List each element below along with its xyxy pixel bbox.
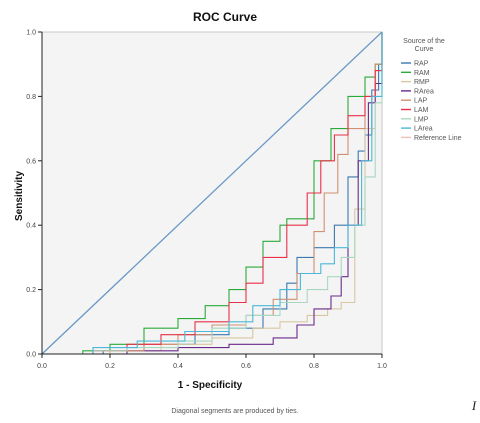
- x-tick-label: 1.0: [377, 363, 387, 370]
- y-tick-label: 0.8: [26, 94, 36, 101]
- legend-label: RAM: [414, 70, 430, 77]
- legend-label: Reference Line: [414, 135, 462, 142]
- legend-label: RMP: [414, 79, 430, 86]
- series-line-larea: [42, 32, 383, 355]
- legend-label: LArea: [414, 126, 433, 133]
- x-tick-label: 0.4: [173, 363, 183, 370]
- footnote: Diagonal segments are produced by ties.: [171, 408, 298, 415]
- y-ticks: 0.0 0.2 0.4 0.6 0.8 1.0: [26, 30, 42, 359]
- chart-title: ROC Curve: [193, 10, 257, 24]
- legend-label: LAP: [414, 98, 428, 105]
- series-line-lmp: [42, 32, 383, 355]
- legend-items: RAP RAM RMP RArea LAP LAM LMP LArea Reference Li…: [401, 61, 462, 142]
- legend-title-line-2: Curve: [415, 46, 434, 53]
- x-tick-label: 0.0: [37, 363, 47, 370]
- legend: Source of the Curve RAP RAM RMP RArea LAP LAM…: [401, 38, 462, 142]
- series-line-rarea: [42, 32, 383, 355]
- legend-label: RAP: [414, 61, 429, 68]
- x-tick-label: 0.6: [241, 363, 251, 370]
- x-ticks: 0.0 0.2 0.4 0.6 0.8 1.0: [37, 354, 387, 370]
- y-tick-label: 0.2: [26, 287, 36, 294]
- y-tick-label: 0.6: [26, 158, 36, 165]
- legend-label: RArea: [414, 88, 434, 95]
- x-axis-title: 1 - Specificity: [178, 380, 243, 391]
- reference-diagonal: [41, 31, 383, 355]
- series-line-ram: [42, 32, 383, 355]
- series-layer: [42, 32, 383, 355]
- series-line-lam: [42, 32, 383, 355]
- y-tick-label: 1.0: [26, 30, 36, 37]
- legend-label: LAM: [414, 107, 429, 114]
- legend-title-line-1: Source of the: [403, 38, 445, 45]
- series-line-lap: [42, 32, 383, 355]
- legend-label: LMP: [414, 116, 429, 123]
- corner-text: I: [471, 398, 477, 413]
- y-axis-title: Sensitivity: [14, 171, 25, 221]
- x-tick-label: 0.8: [309, 363, 319, 370]
- y-tick-label: 0.0: [26, 352, 36, 359]
- y-tick-label: 0.4: [26, 223, 36, 230]
- x-tick-label: 0.2: [105, 363, 115, 370]
